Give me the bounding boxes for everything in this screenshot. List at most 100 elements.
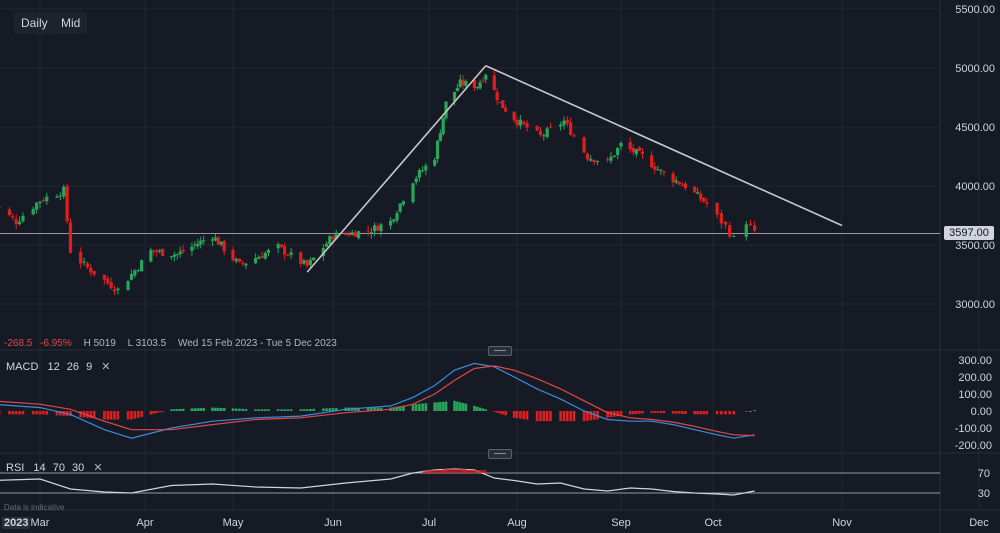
macd-histogram-bar <box>214 407 217 411</box>
candle-body <box>605 159 610 161</box>
macd-histogram-bar <box>631 411 635 415</box>
price-mid-button[interactable]: Mid <box>54 12 88 34</box>
macd-histogram-bar <box>322 408 325 411</box>
candle <box>582 136 586 154</box>
candle <box>161 248 165 257</box>
candle-body <box>696 192 700 194</box>
macd-histogram-bar <box>18 411 21 415</box>
time-tick-label: May <box>223 517 244 529</box>
candle-body <box>475 86 479 88</box>
high-value: H 5019 <box>83 338 116 349</box>
close-icon[interactable]: ✕ <box>101 361 111 373</box>
candle-body <box>181 249 185 252</box>
macd-histogram-bar <box>492 411 496 412</box>
close-icon[interactable]: ✕ <box>93 462 103 474</box>
macd-histogram-bar <box>696 411 699 415</box>
rsi-overbought-fill <box>462 470 487 473</box>
macd-histogram-bar <box>478 407 482 411</box>
candle <box>475 86 479 90</box>
candle-body <box>498 102 502 104</box>
macd-histogram-bar <box>512 411 516 418</box>
pane-resize-handle-macd[interactable] <box>488 346 512 356</box>
macd-histogram-bar <box>161 411 164 412</box>
candle-body <box>161 248 165 256</box>
candle <box>283 243 287 260</box>
macd-histogram-bar <box>202 407 205 411</box>
candle-body <box>253 258 258 264</box>
candle-body <box>241 262 245 264</box>
candle-body <box>68 222 73 253</box>
candle-body <box>732 236 736 238</box>
macd-pane <box>0 362 756 439</box>
candle-body <box>202 240 206 242</box>
candle-body <box>79 251 83 264</box>
macd-histogram-bar <box>656 411 660 413</box>
macd-histogram-bar <box>260 409 264 411</box>
candle <box>411 182 415 205</box>
candle <box>190 242 194 256</box>
year-label: 2023 <box>2 517 31 529</box>
candle <box>181 245 185 254</box>
macd-histogram-bar <box>357 407 360 411</box>
macd-histogram-bar <box>464 403 468 411</box>
macd-histogram-bar <box>106 411 110 420</box>
candle <box>589 155 593 162</box>
macd-histogram-bar <box>238 408 241 411</box>
interval-daily-button[interactable]: Daily <box>14 12 55 34</box>
candle <box>68 218 73 254</box>
macd-histogram-bar <box>418 403 421 411</box>
candle <box>585 152 590 162</box>
candle <box>244 263 248 270</box>
candle <box>199 236 203 249</box>
macd-histogram-bar <box>59 411 62 416</box>
candle <box>266 248 271 257</box>
candle <box>373 222 377 237</box>
candle <box>392 218 396 224</box>
macd-histogram-bar <box>444 401 448 411</box>
trendline <box>485 65 843 227</box>
candle <box>389 216 393 230</box>
candle-body <box>395 213 399 221</box>
rsi-length: 14 <box>33 462 46 474</box>
candle <box>241 260 245 267</box>
candle-body <box>321 248 325 257</box>
candle <box>222 239 226 256</box>
macd-histogram-bar <box>79 411 82 418</box>
candle-body <box>565 119 569 124</box>
candle-body <box>545 128 549 137</box>
candle <box>656 165 660 171</box>
candle-body <box>234 259 238 262</box>
candle <box>216 235 220 245</box>
candle-body <box>411 183 415 202</box>
candle-body <box>609 156 613 161</box>
macd-histogram-bar <box>89 411 93 419</box>
rsi-upper: 70 <box>52 462 65 474</box>
macd-histogram-bar <box>276 409 280 411</box>
macd-histogram-bar <box>693 411 696 415</box>
candle <box>545 126 549 139</box>
candle <box>562 116 566 130</box>
candle-body <box>89 267 93 273</box>
candle <box>452 91 457 106</box>
candle <box>719 209 723 229</box>
candle-body <box>196 243 200 247</box>
candle-body <box>102 274 106 280</box>
candle-body <box>438 133 442 142</box>
candle-body <box>244 263 248 266</box>
macd-histogram-bar <box>542 411 546 422</box>
candle-body <box>671 173 675 183</box>
candle <box>140 259 144 272</box>
macd-histogram-bar <box>609 411 613 418</box>
pane-resize-handle-rsi[interactable] <box>488 449 512 459</box>
candle-body <box>515 119 519 125</box>
candle-body <box>616 147 620 156</box>
macd-histogram-bar <box>175 409 179 411</box>
candle-body <box>582 137 586 153</box>
candle <box>677 181 681 186</box>
macd-histogram-bar <box>0 411 1 415</box>
candle <box>289 248 293 259</box>
candle-body <box>299 251 303 264</box>
macd-histogram-bar <box>222 408 226 411</box>
macd-histogram-bar <box>31 411 35 415</box>
